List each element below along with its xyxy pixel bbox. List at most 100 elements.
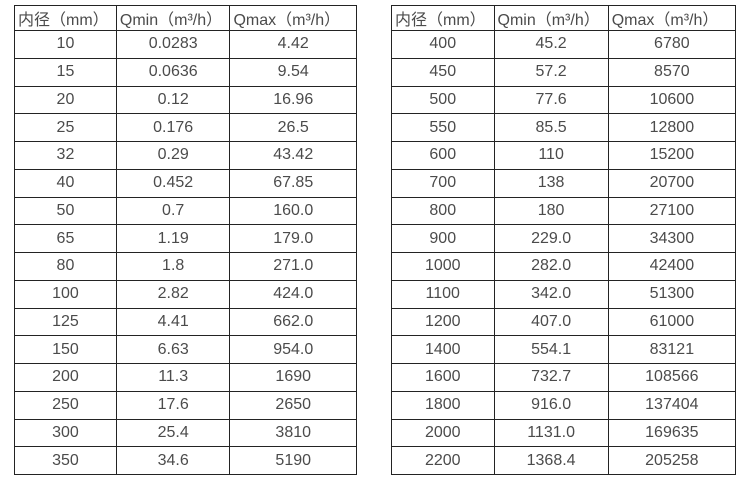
- table-cell: 0.7: [115, 196, 231, 226]
- table-cell: 57.2: [493, 57, 609, 87]
- table-cell: 1690: [229, 363, 357, 392]
- table-cell: 342.0: [493, 279, 609, 309]
- header-qmin: Qmin（m³/h）: [493, 5, 609, 31]
- table-row: 900 229.0 34300: [391, 224, 737, 253]
- table-row: 1600 732.7 108566: [391, 363, 737, 392]
- table-cell: 20: [14, 85, 117, 115]
- table-cell: 500: [391, 85, 495, 115]
- table-row: 32 0.29 43.42: [14, 141, 357, 170]
- table-cell: 20700: [607, 168, 737, 198]
- table-cell: 32: [14, 141, 117, 170]
- table-cell: 1600: [391, 363, 495, 392]
- table-cell: 407.0: [493, 307, 609, 337]
- table-cell: 65: [14, 224, 117, 253]
- table-cell: 1368.4: [493, 446, 609, 475]
- flow-spec-table-right: 内径（mm） Qmin（m³/h） Qmax（m³/h） 400 45.2 6780…: [391, 5, 737, 475]
- table-cell: 229.0: [493, 224, 609, 253]
- table-cell: 0.12: [115, 85, 231, 115]
- table-cell: 0.0283: [115, 30, 231, 59]
- table-cell: 67.85: [229, 168, 357, 198]
- table-cell: 554.1: [493, 335, 609, 364]
- table-cell: 10600: [607, 85, 737, 115]
- table-cell: 4.41: [115, 307, 231, 337]
- header-qmax: Qmax（m³/h）: [607, 5, 737, 31]
- table-cell: 0.0636: [115, 57, 231, 87]
- table-cell: 17.6: [115, 390, 231, 420]
- table-cell: 9.54: [229, 57, 357, 87]
- table-cell: 45.2: [493, 30, 609, 59]
- table-cell: 34300: [607, 224, 737, 253]
- table-row: 65 1.19 179.0: [14, 224, 357, 253]
- table-row: 200 11.3 1690: [14, 363, 357, 392]
- table-cell: 100: [14, 279, 117, 309]
- table-cell: 2650: [229, 390, 357, 420]
- table-row: 1000 282.0 42400: [391, 252, 737, 281]
- header-inner-diameter: 内径（mm）: [391, 5, 495, 31]
- table-cell: 80: [14, 252, 117, 281]
- table-cell: 160.0: [229, 196, 357, 226]
- header-qmax: Qmax（m³/h）: [229, 5, 357, 31]
- table-row: 50 0.7 160.0: [14, 196, 357, 226]
- table-cell: 1000: [391, 252, 495, 281]
- table-cell: 50: [14, 196, 117, 226]
- table-cell: 250: [14, 390, 117, 420]
- table-body: 10 0.0283 4.42 15 0.0636 9.54 20 0.12 16.96 25 0.1…: [14, 30, 357, 475]
- table-cell: 1100: [391, 279, 495, 309]
- table-row: 25 0.176 26.5: [14, 113, 357, 142]
- table-header: 内径（mm） Qmin（m³/h） Qmax（m³/h）: [14, 5, 357, 31]
- table-cell: 200: [14, 363, 117, 392]
- table-header: 内径（mm） Qmin（m³/h） Qmax（m³/h）: [391, 5, 737, 31]
- header-qmin: Qmin（m³/h）: [115, 5, 231, 31]
- table-row: 1400 554.1 83121: [391, 335, 737, 364]
- table-row: 2000 1131.0 169635: [391, 418, 737, 448]
- table-cell: 108566: [607, 363, 737, 392]
- table-row: 800 180 27100: [391, 196, 737, 226]
- table-cell: 16.96: [229, 85, 357, 115]
- table-row: 2200 1368.4 205258: [391, 446, 737, 475]
- table-row: 1100 342.0 51300: [391, 279, 737, 309]
- table-cell: 550: [391, 113, 495, 142]
- table-cell: 12800: [607, 113, 737, 142]
- header-row: 内径（mm） Qmin（m³/h） Qmax（m³/h）: [14, 5, 357, 31]
- table-cell: 282.0: [493, 252, 609, 281]
- table-cell: 6780: [607, 30, 737, 59]
- table-cell: 83121: [607, 335, 737, 364]
- table-cell: 25.4: [115, 418, 231, 448]
- table-cell: 43.42: [229, 141, 357, 170]
- table-cell: 600: [391, 141, 495, 170]
- table-cell: 26.5: [229, 113, 357, 142]
- header-row: 内径（mm） Qmin（m³/h） Qmax（m³/h）: [391, 5, 737, 31]
- table-cell: 51300: [607, 279, 737, 309]
- table-cell: 15200: [607, 141, 737, 170]
- table-cell: 450: [391, 57, 495, 87]
- table-cell: 6.63: [115, 335, 231, 364]
- table-cell: 0.29: [115, 141, 231, 170]
- table-cell: 138: [493, 168, 609, 198]
- table-cell: 0.176: [115, 113, 231, 142]
- table-row: 400 45.2 6780: [391, 30, 737, 59]
- table-cell: 85.5: [493, 113, 609, 142]
- table-cell: 350: [14, 446, 117, 475]
- table-cell: 42400: [607, 252, 737, 281]
- table-cell: 34.6: [115, 446, 231, 475]
- table-cell: 25: [14, 113, 117, 142]
- table-cell: 77.6: [493, 85, 609, 115]
- table-cell: 110: [493, 141, 609, 170]
- table-cell: 700: [391, 168, 495, 198]
- table-cell: 15: [14, 57, 117, 87]
- table-cell: 179.0: [229, 224, 357, 253]
- table-cell: 2200: [391, 446, 495, 475]
- table-row: 300 25.4 3810: [14, 418, 357, 448]
- table-cell: 180: [493, 196, 609, 226]
- table-row: 350 34.6 5190: [14, 446, 357, 475]
- table-row: 40 0.452 67.85: [14, 168, 357, 198]
- table-cell: 11.3: [115, 363, 231, 392]
- table-cell: 2.82: [115, 279, 231, 309]
- table-cell: 800: [391, 196, 495, 226]
- table-cell: 10: [14, 30, 117, 59]
- table-cell: 900: [391, 224, 495, 253]
- table-cell: 271.0: [229, 252, 357, 281]
- table-cell: 169635: [607, 418, 737, 448]
- table-cell: 300: [14, 418, 117, 448]
- table-row: 1800 916.0 137404: [391, 390, 737, 420]
